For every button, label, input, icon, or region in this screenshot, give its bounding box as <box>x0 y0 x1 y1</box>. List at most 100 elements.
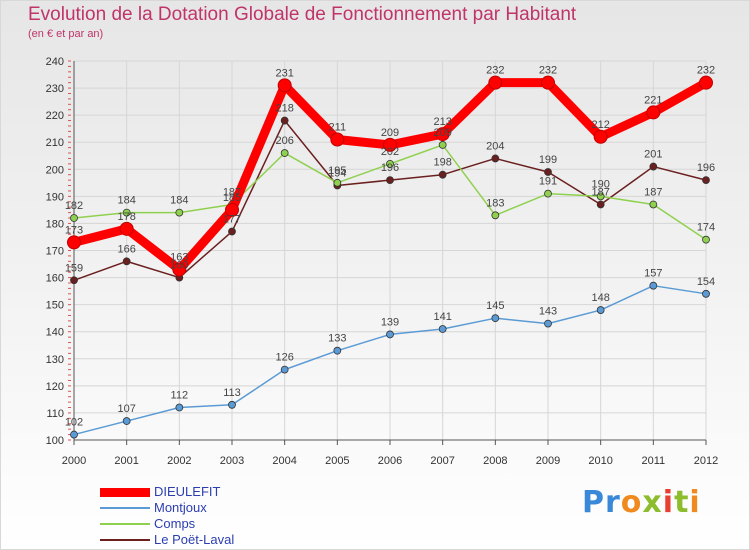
data-point <box>702 176 710 185</box>
data-label: 191 <box>539 176 557 188</box>
data-label: 195 <box>328 165 346 177</box>
data-label: 141 <box>433 311 451 323</box>
data-label: 178 <box>117 211 135 223</box>
y-tick-label: 120 <box>46 381 64 393</box>
data-label: 139 <box>381 316 399 328</box>
data-point <box>699 75 713 90</box>
data-label: 187 <box>644 186 662 198</box>
x-tick-label: 2000 <box>62 455 86 467</box>
data-point <box>596 192 605 201</box>
data-label: 221 <box>644 94 662 106</box>
data-label: 133 <box>328 333 346 345</box>
legend-label: DIEULEFIT <box>154 484 221 499</box>
data-point <box>491 314 500 323</box>
x-tick-label: 2008 <box>483 455 507 467</box>
data-point <box>280 116 289 125</box>
legend-item: DIEULEFIT <box>100 484 330 500</box>
data-point <box>333 178 342 187</box>
data-point <box>702 235 710 244</box>
x-tick-label: 2009 <box>536 455 560 467</box>
data-label: 143 <box>539 306 557 318</box>
data-label: 231 <box>275 67 293 79</box>
data-label: 190 <box>591 178 609 190</box>
x-tick-label: 2010 <box>588 455 612 467</box>
data-point <box>646 105 661 120</box>
data-point <box>175 403 184 412</box>
data-point <box>280 365 289 374</box>
data-point <box>70 430 78 439</box>
data-point <box>280 149 289 157</box>
y-tick-label: 140 <box>46 327 64 339</box>
data-point <box>649 162 658 171</box>
legend-label: Montjoux <box>154 500 207 515</box>
data-label: 206 <box>275 135 293 147</box>
data-point <box>491 211 500 220</box>
data-point <box>438 141 447 149</box>
data-point <box>541 75 555 90</box>
data-point <box>596 306 605 314</box>
data-point <box>491 154 500 163</box>
data-label: 199 <box>539 154 557 166</box>
data-point <box>438 170 447 179</box>
data-point <box>438 325 447 333</box>
data-label: 177 <box>223 214 241 226</box>
data-label: 184 <box>170 195 188 207</box>
chart-legend: DIEULEFIT Montjoux Comps Le Poët-Laval <box>100 484 330 548</box>
legend-label: Le Poët-Laval <box>154 532 235 547</box>
y-tick-label: 240 <box>46 56 64 68</box>
data-label: 102 <box>65 417 83 429</box>
data-label: 126 <box>275 352 293 364</box>
legend-swatch <box>100 487 150 497</box>
data-label: 173 <box>65 224 83 236</box>
y-tick-label: 230 <box>46 83 64 95</box>
data-point <box>488 75 503 90</box>
data-point <box>122 208 131 217</box>
y-tick-label: 200 <box>46 164 64 176</box>
data-label: 194 <box>328 168 346 180</box>
data-point <box>386 330 394 339</box>
data-label: 204 <box>486 140 504 152</box>
data-point <box>649 200 658 209</box>
legend-item: Comps <box>100 516 330 532</box>
data-label: 196 <box>697 162 715 174</box>
data-point <box>175 208 184 217</box>
y-tick-label: 170 <box>46 246 64 258</box>
x-tick-label: 2012 <box>694 455 718 467</box>
data-label: 160 <box>170 260 188 272</box>
data-label: 166 <box>117 243 135 255</box>
data-label: 148 <box>591 292 609 304</box>
data-point <box>330 132 345 147</box>
data-point <box>435 127 450 142</box>
proxiti-logo: Proxiti <box>582 485 701 520</box>
data-point <box>70 276 78 285</box>
data-point <box>122 417 131 425</box>
y-tick-label: 220 <box>46 110 64 122</box>
data-label: 185 <box>223 192 241 204</box>
y-tick-label: 190 <box>46 191 64 203</box>
data-label: 232 <box>539 65 557 77</box>
data-point <box>228 227 236 236</box>
data-point <box>649 281 658 290</box>
data-label: 209 <box>381 127 399 139</box>
data-label: 196 <box>381 162 399 174</box>
legend-swatch <box>100 507 150 509</box>
data-label: 201 <box>644 149 662 161</box>
data-point <box>333 346 342 355</box>
data-label: 187 <box>591 186 609 198</box>
x-tick-label: 2004 <box>272 455 296 467</box>
y-tick-label: 160 <box>46 273 64 285</box>
chart-subtitle: (en € et par an) <box>28 28 104 40</box>
data-label: 182 <box>65 200 83 212</box>
data-point <box>702 289 710 298</box>
data-point <box>122 257 131 266</box>
legend-item: Montjoux <box>100 500 330 516</box>
y-tick-label: 180 <box>46 218 64 230</box>
x-tick-label: 2005 <box>325 455 349 467</box>
data-point <box>596 200 605 209</box>
data-point <box>172 262 187 277</box>
data-label: 184 <box>117 195 135 207</box>
data-label: 174 <box>697 222 715 234</box>
data-label: 113 <box>223 387 241 399</box>
data-label: 112 <box>171 390 189 402</box>
data-point <box>67 235 81 250</box>
